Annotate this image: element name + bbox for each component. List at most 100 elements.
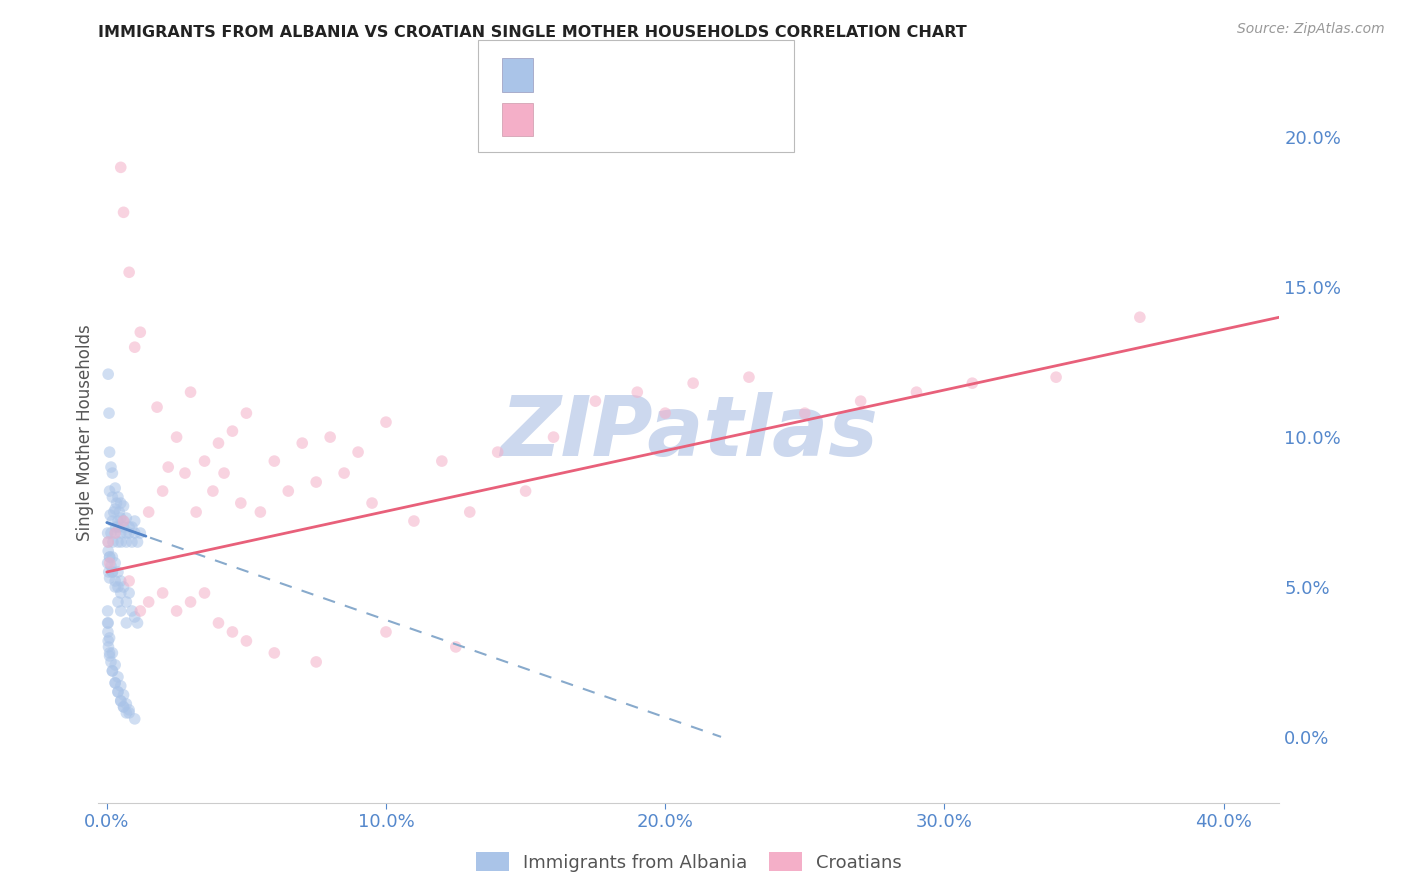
Point	[127, 535, 149, 549]
Point	[118, 703, 141, 717]
Point	[97, 556, 120, 570]
Point	[97, 615, 120, 630]
Point	[235, 634, 257, 648]
Point	[207, 615, 229, 630]
Point	[110, 694, 132, 708]
Text: N = 98: N = 98	[689, 66, 756, 84]
Point	[263, 646, 285, 660]
Point	[375, 624, 398, 639]
Point	[146, 400, 169, 414]
Point	[97, 535, 120, 549]
Point	[118, 574, 141, 588]
Point	[110, 496, 132, 510]
Text: IMMIGRANTS FROM ALBANIA VS CROATIAN SINGLE MOTHER HOUSEHOLDS CORRELATION CHART: IMMIGRANTS FROM ALBANIA VS CROATIAN SING…	[98, 26, 967, 40]
Point	[118, 526, 141, 541]
Point	[103, 505, 125, 519]
Point	[97, 624, 120, 639]
Point	[101, 646, 124, 660]
Point	[107, 565, 129, 579]
Point	[333, 466, 356, 480]
Point	[97, 634, 120, 648]
Point	[98, 445, 121, 459]
Point	[486, 445, 509, 459]
Point	[98, 484, 121, 499]
Point	[112, 205, 135, 219]
Point	[112, 699, 135, 714]
Point	[444, 640, 467, 654]
Point	[101, 565, 124, 579]
Point	[193, 454, 215, 468]
Point	[97, 544, 120, 558]
Point	[121, 520, 143, 534]
Point	[110, 604, 132, 618]
Point	[104, 502, 127, 516]
Point	[221, 424, 243, 438]
Point	[201, 484, 224, 499]
Point	[107, 685, 129, 699]
Point	[108, 505, 131, 519]
Point	[104, 520, 127, 534]
Point	[97, 535, 120, 549]
Point	[115, 511, 138, 525]
Point	[121, 604, 143, 618]
Point	[249, 505, 271, 519]
Point	[110, 511, 132, 525]
Text: R = 0.369: R = 0.369	[544, 111, 634, 128]
Point	[101, 466, 124, 480]
Point	[849, 394, 872, 409]
Point	[112, 580, 135, 594]
Point	[97, 604, 120, 618]
Point	[543, 430, 565, 444]
Point	[110, 694, 132, 708]
Point	[98, 549, 121, 564]
Point	[583, 394, 606, 409]
Point	[101, 514, 124, 528]
Point	[104, 526, 127, 541]
Point	[375, 415, 398, 429]
Point	[107, 514, 129, 528]
Point	[115, 535, 138, 549]
Point	[793, 406, 815, 420]
Point	[104, 556, 127, 570]
Point	[152, 586, 174, 600]
Point	[118, 265, 141, 279]
Point	[166, 430, 188, 444]
Point	[110, 679, 132, 693]
Point	[104, 676, 127, 690]
Point	[104, 657, 127, 672]
Point	[305, 655, 328, 669]
Point	[118, 706, 141, 720]
Point	[107, 685, 129, 699]
Point	[626, 385, 648, 400]
Point	[104, 676, 127, 690]
Point	[962, 376, 984, 391]
Point	[115, 595, 138, 609]
Point	[100, 559, 122, 574]
Point	[138, 505, 160, 519]
Point	[157, 460, 180, 475]
Point	[738, 370, 761, 384]
Point	[98, 571, 121, 585]
Point	[100, 655, 122, 669]
Point	[121, 535, 143, 549]
Point	[115, 615, 138, 630]
Point	[112, 514, 135, 528]
Point	[115, 706, 138, 720]
Point	[98, 648, 121, 663]
Point	[100, 526, 122, 541]
Point	[104, 580, 127, 594]
Point	[305, 475, 328, 489]
Point	[112, 688, 135, 702]
Point	[98, 556, 121, 570]
Point	[402, 514, 425, 528]
Point	[97, 526, 120, 541]
Point	[124, 340, 146, 354]
Point	[98, 406, 121, 420]
Point	[101, 549, 124, 564]
Point	[361, 496, 384, 510]
Point	[112, 520, 135, 534]
Point	[138, 595, 160, 609]
Point	[124, 712, 146, 726]
Point	[112, 514, 135, 528]
Point	[110, 526, 132, 541]
